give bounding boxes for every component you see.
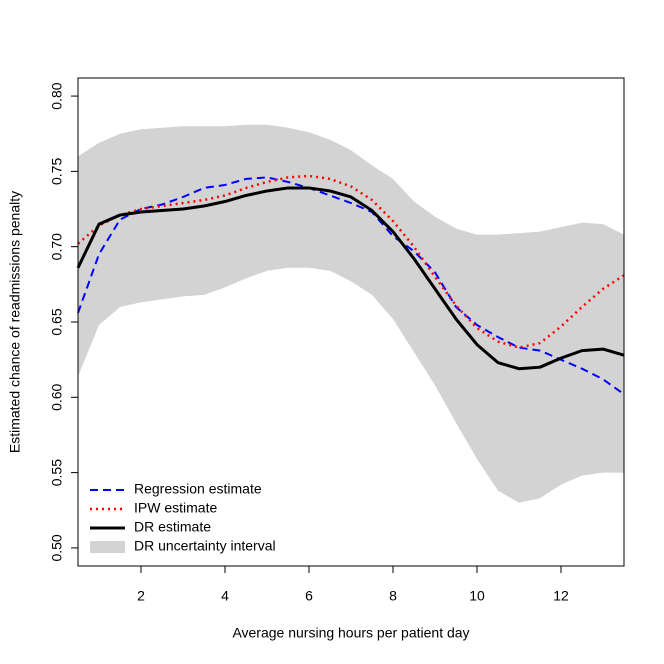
x-tick-label: 12 [553, 588, 569, 604]
y-tick-label: 0.80 [49, 82, 65, 109]
y-tick-label: 0.75 [49, 158, 65, 185]
x-tick-label: 6 [305, 588, 313, 604]
y-tick-label: 0.50 [49, 534, 65, 561]
legend-label: IPW estimate [134, 500, 217, 516]
y-tick-label: 0.55 [49, 459, 65, 486]
y-tick-label: 0.70 [49, 233, 65, 260]
y-axis-label: Estimated chance of readmissions penalty [7, 191, 23, 453]
series-line [77, 176, 625, 396]
legend-label: DR estimate [134, 519, 211, 535]
series-line [76, 186, 625, 371]
uncertainty-band [78, 124, 624, 503]
x-tick-label: 4 [221, 588, 229, 604]
y-tick-label: 0.65 [49, 308, 65, 335]
series-line [77, 174, 625, 349]
x-axis-label: Average nursing hours per patient day [232, 625, 469, 641]
legend-label: DR uncertainty interval [134, 538, 276, 554]
x-tick-label: 2 [137, 588, 145, 604]
x-tick-label: 8 [389, 588, 397, 604]
legend-label: Regression estimate [134, 481, 262, 497]
y-tick-label: 0.60 [49, 383, 65, 410]
x-tick-label: 10 [469, 588, 485, 604]
